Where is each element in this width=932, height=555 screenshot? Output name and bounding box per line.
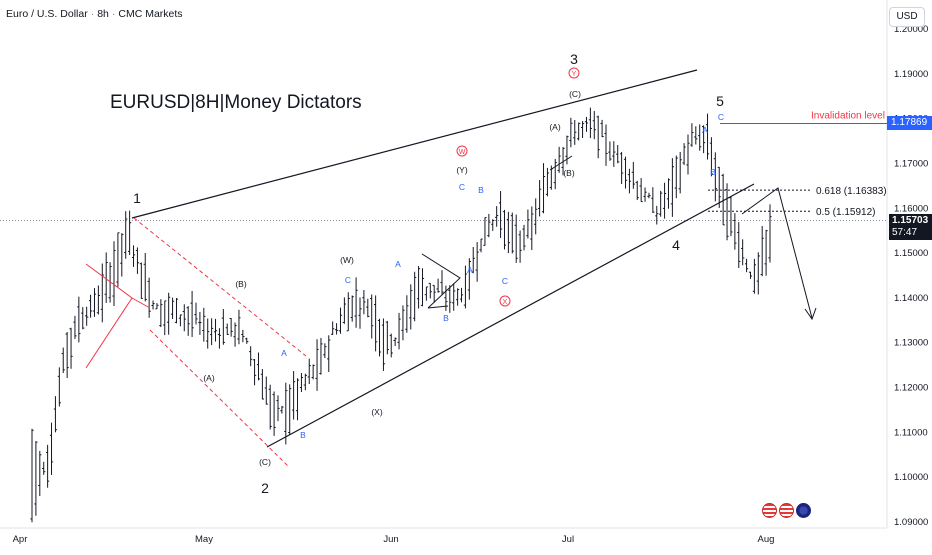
y-tick-label: 1.15000 [894, 248, 928, 259]
y-tick-label: 1.20000 [894, 24, 928, 35]
data-source: CMC Markets [118, 8, 183, 20]
chart-header: Euro / U.S. Dollar · 8h · CMC Markets [6, 8, 183, 20]
wave-1-label: 1 [133, 190, 141, 206]
y-tick-label: 1.19000 [894, 69, 928, 80]
wave-5-label: 5 [716, 93, 724, 109]
y-tick-label: 1.10000 [894, 472, 928, 483]
elliott-sub-label: B [710, 167, 716, 177]
us-flag-icon[interactable] [779, 503, 794, 518]
y-tick-label: 1.12000 [894, 383, 928, 394]
header-separator: · [90, 8, 95, 20]
bar-countdown: 57:47 [892, 227, 918, 238]
current-price-tag: 1.15703 57:47 [889, 214, 932, 240]
red-circled-label: X [503, 299, 508, 306]
elliott-sub-label: C [718, 112, 724, 122]
triangle-pattern [421, 253, 461, 309]
current-price-value: 1.15703 [892, 215, 929, 226]
timeframe-label: 8h [97, 8, 109, 20]
brand-text: EURUSD|8H|Money Dictators [110, 92, 362, 113]
elliott-sub-label: A [702, 125, 708, 135]
wave-2-label: 2 [261, 480, 269, 496]
invalidation-price-tag: 1.17869 [887, 116, 932, 130]
wave-sub-label: (Y) [456, 165, 468, 175]
currency-button[interactable]: USD [889, 7, 925, 27]
red-circle-marker [568, 67, 580, 79]
b-wave-line [549, 155, 573, 171]
us-flag-icon[interactable] [762, 503, 777, 518]
red-circle-marker [499, 295, 511, 307]
projection-arrowhead [804, 307, 817, 321]
fib-level-label: 0.5 (1.15912) [816, 207, 876, 218]
wave-sub-label: (C) [569, 89, 581, 99]
elliott-sub-label: A [395, 259, 401, 269]
red-triangle-tail [131, 297, 151, 309]
y-tick-label: 1.17000 [894, 158, 928, 169]
x-tick-label: Aug [758, 534, 775, 545]
triangle-base [427, 305, 449, 309]
x-tick-label: Jun [383, 534, 398, 545]
wave-sub-label: (W) [340, 255, 354, 265]
elliott-sub-label: B [300, 430, 306, 440]
red-circled-label: Y [572, 71, 577, 78]
symbol-name: Euro / U.S. Dollar [6, 8, 88, 20]
projection-path [741, 187, 813, 319]
y-tick-label: 1.09000 [894, 517, 928, 528]
wedge-upper-line [131, 69, 698, 219]
header-separator: · [111, 8, 116, 20]
wave-sub-label: (B) [235, 279, 247, 289]
red-circle-marker [456, 145, 468, 157]
eu-flag-icon[interactable] [796, 503, 811, 518]
wave-sub-label: (A) [203, 373, 215, 383]
wave-sub-label: (B) [563, 168, 575, 178]
elliott-sub-label: B [443, 313, 449, 323]
y-tick-label: 1.14000 [894, 293, 928, 304]
red-triangle [85, 263, 133, 369]
invalidation-label: Invalidation level [811, 111, 885, 122]
elliott-sub-label: C [345, 275, 351, 285]
badge-group [762, 503, 813, 523]
red-channel-upper [133, 217, 307, 357]
wedge-lower-line [266, 183, 755, 448]
x-tick-label: Jul [562, 534, 574, 545]
x-tick-label: Apr [13, 534, 28, 545]
red-circled-label: W [459, 149, 466, 156]
wave-4-label: 4 [672, 237, 680, 253]
wave-3-label: 3 [570, 51, 578, 67]
wave-sub-label: (C) [259, 457, 271, 467]
wave-sub-label: (A) [549, 122, 561, 132]
elliott-sub-label: A [467, 265, 473, 275]
red-channel-lower [149, 329, 289, 467]
wave-sub-label: (X) [371, 407, 383, 417]
y-tick-label: 1.11000 [894, 427, 928, 438]
x-tick-label: May [195, 534, 213, 545]
elliott-sub-label: A [281, 348, 287, 358]
elliott-sub-label: C [502, 276, 508, 286]
elliott-sub-label: B [478, 185, 484, 195]
fib-level-label: 0.618 (1.16383) [816, 186, 887, 197]
elliott-sub-label: C [459, 182, 465, 192]
y-tick-label: 1.16000 [894, 203, 928, 214]
y-tick-label: 1.13000 [894, 338, 928, 349]
